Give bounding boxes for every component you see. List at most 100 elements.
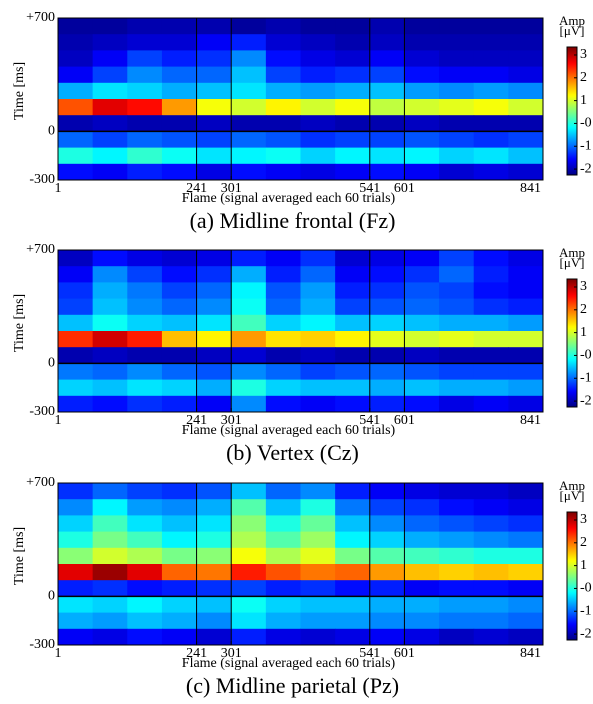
colorbar-swatch	[567, 399, 577, 402]
heatmap-cell	[404, 628, 440, 646]
heatmap-cell	[231, 379, 267, 397]
heatmap-cell	[439, 379, 475, 397]
heatmap-cell	[58, 612, 94, 630]
colorbar-swatch	[567, 93, 577, 96]
heatmap-cell	[369, 515, 405, 533]
colorbar-swatch	[567, 169, 577, 172]
colorbar-swatch	[567, 89, 577, 92]
y-tick-label: -300	[29, 404, 55, 419]
heatmap-cell	[335, 347, 371, 364]
heatmap-cell	[508, 250, 544, 267]
colorbar-swatch	[567, 153, 577, 156]
heatmap-cell	[161, 163, 198, 181]
heatmap-cell	[404, 331, 440, 348]
heatmap-cell	[92, 82, 128, 100]
colorbar-swatch	[567, 389, 577, 392]
heatmap-cell	[231, 483, 267, 500]
heatmap-cell	[508, 531, 544, 549]
colorbar-frame	[566, 46, 578, 176]
heatmap-cell	[335, 331, 371, 348]
heatmap-cell	[335, 266, 371, 283]
heatmap-cell	[473, 515, 509, 533]
colorbar-swatch	[567, 307, 577, 310]
colorbar-swatch	[567, 564, 577, 567]
heatmap-cell	[161, 115, 198, 132]
heatmap-cell	[231, 82, 267, 100]
heatmap-cell	[231, 612, 267, 630]
heatmap-cell	[300, 50, 336, 68]
heatmap-cell	[58, 483, 94, 500]
heatmap-cell	[300, 564, 336, 581]
heatmap-cell	[161, 82, 198, 100]
colorbar-swatch	[567, 584, 577, 587]
colorbar-swatch	[567, 117, 577, 120]
heatmap-cell	[369, 564, 405, 581]
y-tick-label: -300	[29, 637, 55, 652]
heatmap-cell	[404, 115, 440, 132]
heatmap-cell	[196, 363, 232, 381]
heatmap-cell	[369, 82, 405, 100]
heatmap-cell	[196, 314, 232, 332]
colorbar-swatch	[567, 373, 577, 376]
heatmap-cell	[300, 347, 336, 364]
heatmap-cell	[335, 499, 371, 516]
colorbar-swatch	[567, 341, 577, 344]
heatmap-cell	[58, 580, 94, 597]
heatmap-cell	[196, 50, 232, 68]
colorbar-swatch	[567, 313, 577, 316]
heatmap-cell	[92, 547, 128, 565]
x-tick-label: 301	[221, 413, 242, 428]
heatmap-cell	[161, 99, 198, 116]
heatmap-cell	[439, 82, 475, 100]
colorbar-swatch	[567, 315, 577, 318]
heatmap-cell	[196, 612, 232, 630]
colorbar-swatch	[567, 173, 577, 176]
heatmap-cell	[92, 395, 128, 413]
heatmap-cell	[508, 499, 544, 516]
colorbar-swatch	[567, 91, 577, 94]
heatmap-cell	[127, 347, 163, 364]
x-tick-label: 601	[394, 646, 415, 661]
heatmap-cell	[58, 163, 94, 181]
heatmap-cell	[369, 34, 405, 51]
heatmap-cell	[473, 282, 509, 300]
x-tick-label: 1	[55, 181, 62, 196]
colorbar-swatch	[567, 552, 577, 555]
colorbar-swatch	[567, 594, 577, 597]
heatmap-cell	[127, 515, 163, 533]
heatmap-cell	[92, 379, 128, 397]
colorbar-swatch	[567, 159, 577, 162]
heatmap-cell	[265, 34, 301, 51]
colorbar-swatch	[567, 544, 577, 547]
heatmap-cell	[335, 298, 371, 316]
heatmap-cell	[369, 99, 405, 116]
heatmap-cell	[231, 531, 267, 549]
colorbar-swatch	[567, 163, 577, 166]
heatmap-cell	[508, 314, 544, 332]
heatmap-cell	[508, 547, 544, 565]
heatmap-cell	[300, 379, 336, 397]
colorbar-tick-label: -2	[580, 393, 592, 408]
heatmap-cell	[92, 564, 128, 581]
colorbar-swatch	[567, 636, 577, 639]
heatmap-cell	[404, 547, 440, 565]
heatmap-cell	[439, 499, 475, 516]
heatmap-cell	[369, 395, 405, 413]
heatmap-cell	[473, 18, 509, 35]
colorbar-swatch	[567, 524, 577, 527]
heatmap-cell	[265, 50, 301, 68]
heatmap-cell	[58, 628, 94, 646]
heatmap-cell	[508, 363, 544, 381]
colorbar-tick-label: -1	[580, 603, 592, 618]
heatmap-cell	[508, 331, 544, 348]
colorbar-swatch	[567, 405, 577, 408]
colorbar-swatch	[567, 303, 577, 306]
heatmap-cell	[58, 331, 94, 348]
colorbar-swatch	[567, 618, 577, 621]
colorbar-swatch	[567, 612, 577, 615]
x-tick-label: 241	[186, 413, 207, 428]
heatmap-cell	[300, 34, 336, 51]
colorbar-swatch	[567, 570, 577, 573]
x-tick-label: 241	[186, 646, 207, 661]
heatmap-cell	[300, 147, 336, 165]
